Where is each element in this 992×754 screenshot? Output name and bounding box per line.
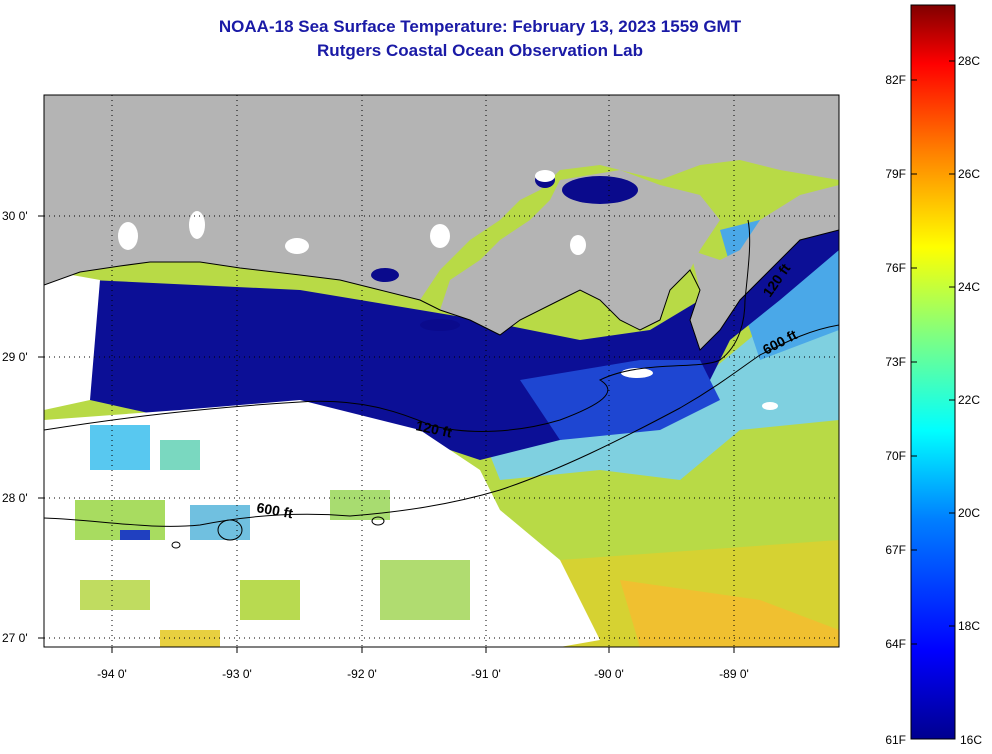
colorbar-label-c: 28C — [958, 54, 980, 68]
sst-patch — [160, 440, 200, 470]
contour-bank — [171, 541, 181, 549]
map-title: NOAA-18 Sea Surface Temperature: Februar… — [218, 17, 742, 36]
lon-tick-label: -90 0' — [594, 667, 624, 681]
lat-tick-label: 30 0' — [2, 209, 28, 223]
colorbar-label-f: 76F — [885, 261, 906, 275]
colorbar-label-c: 24C — [958, 280, 980, 294]
sst-patch — [90, 425, 150, 470]
lon-tick-label: -92 0' — [347, 667, 377, 681]
lon-tick-label: -94 0' — [97, 667, 127, 681]
lat-tick-label: 27 0' — [2, 631, 28, 645]
cloud-inland — [430, 224, 450, 248]
sst-patch — [190, 505, 250, 540]
land-birdsfoot-delta — [690, 185, 839, 350]
cloud-offshore — [762, 402, 778, 410]
contour-bank — [371, 516, 385, 526]
sst-patch — [240, 580, 300, 620]
colorbar-label-c: 18C — [958, 619, 980, 633]
inland-bay — [420, 319, 460, 331]
contour-600ft — [44, 324, 839, 527]
lon-tick-label: -89 0' — [719, 667, 749, 681]
map-subtitle: Rutgers Coastal Ocean Observation Lab — [317, 41, 643, 60]
contour-label-600ft: 600 ft — [255, 499, 294, 521]
colorbar-label-f: 70F — [885, 449, 906, 463]
colorbar-label-f: 61F — [885, 733, 906, 747]
shelf-water-mid — [520, 360, 720, 440]
inland-bay — [371, 268, 399, 282]
cloud-inland — [570, 235, 586, 255]
colorbar-label-c: 16C — [960, 733, 982, 747]
colorbar — [910, 4, 956, 740]
cloud-cover-edge — [44, 270, 100, 410]
cloud-inland — [189, 211, 205, 239]
lat-tick-label: 28 0' — [2, 491, 28, 505]
cloud-inland — [285, 238, 309, 254]
colorbar-label-f: 73F — [885, 355, 906, 369]
map-gridlines — [44, 95, 839, 647]
lake-pontchartrain — [562, 176, 638, 204]
map-frame — [43, 94, 840, 648]
lon-tick-label: -91 0' — [471, 667, 501, 681]
lon-tick-label: -93 0' — [222, 667, 252, 681]
colorbar-label-f: 64F — [885, 637, 906, 651]
contour-bank — [217, 519, 243, 541]
colorbar-label-f: 67F — [885, 543, 906, 557]
land-louisiana — [44, 95, 839, 300]
contour-120ft — [44, 219, 751, 432]
coastline — [44, 229, 839, 351]
cloud-inland — [535, 170, 555, 182]
sst-patch — [80, 580, 150, 610]
colorbar-label-f: 82F — [885, 73, 906, 87]
colorbar-ticks — [911, 60, 955, 645]
lat-tick-label: 29 0' — [2, 350, 28, 364]
sst-patch — [120, 530, 150, 540]
colorbar-label-c: 22C — [958, 393, 980, 407]
frame-ticks — [38, 215, 735, 653]
warmest-water — [620, 580, 839, 647]
colorbar-label-f: 79F — [885, 167, 906, 181]
cloud-inland — [118, 222, 138, 250]
map-plot-area: 120 ft 120 ft 600 ft 600 ft — [44, 95, 839, 647]
colorbar-label-c: 26C — [958, 167, 980, 181]
colorbar-label-c: 20C — [958, 506, 980, 520]
contour-label-120ft: 120 ft — [414, 417, 453, 440]
sst-patch — [380, 560, 470, 620]
